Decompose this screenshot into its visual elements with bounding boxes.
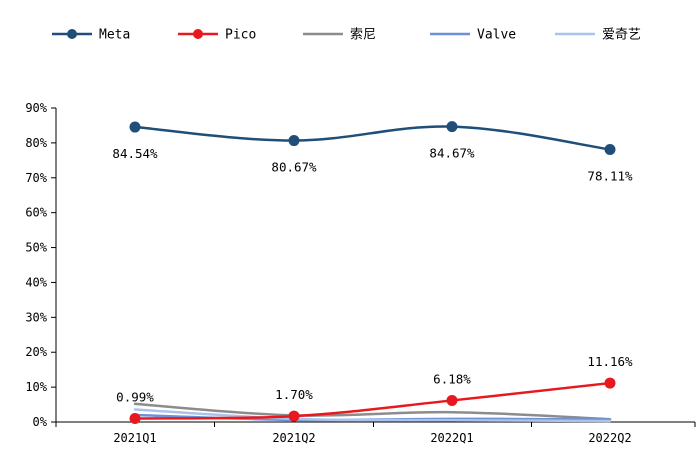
- legend-swatch-marker: [67, 29, 77, 39]
- series-0-point: [129, 121, 141, 133]
- legend-label: 索尼: [350, 28, 376, 43]
- series-0-point: [604, 143, 616, 155]
- series-0-point: [288, 135, 300, 147]
- legend-label: 爱奇艺: [602, 27, 641, 43]
- series-1-point: [446, 394, 458, 406]
- y-tick-label: 20%: [25, 345, 47, 359]
- y-tick-label: 90%: [25, 101, 47, 115]
- meta-data-label: 80.67%: [271, 160, 317, 175]
- x-tick-label: 2022Q2: [588, 431, 631, 445]
- series-1-line: [133, 381, 612, 420]
- legend: Meta Pico 索尼 Valve 爱奇艺: [52, 27, 641, 43]
- x-tick-label: 2021Q1: [113, 431, 156, 445]
- series-layer: [129, 121, 616, 425]
- y-tick-label: 10%: [25, 380, 47, 394]
- pico-data-label: 6.18%: [433, 371, 471, 386]
- legend-label: Meta: [99, 28, 130, 43]
- meta-data-label: 78.11%: [587, 168, 633, 183]
- x-tick-label: 2022Q1: [430, 431, 473, 445]
- pico-data-label: 1.70%: [275, 387, 313, 402]
- legend-swatch-marker: [193, 29, 203, 39]
- y-tick-label: 30%: [25, 310, 47, 324]
- legend-label: Valve: [477, 28, 516, 43]
- series-1-point: [129, 413, 141, 425]
- y-tick-label: 40%: [25, 275, 47, 289]
- y-tick-label: 70%: [25, 171, 47, 185]
- y-tick-label: 60%: [25, 206, 47, 220]
- series-1-point: [288, 410, 300, 422]
- series-0-line: [133, 125, 612, 151]
- y-tick-label: 50%: [25, 241, 47, 255]
- pico-data-label: 0.99%: [116, 390, 154, 405]
- x-tick-label: 2021Q2: [272, 431, 315, 445]
- meta-data-label: 84.54%: [112, 146, 158, 161]
- pico-data-label: 11.16%: [587, 354, 633, 369]
- series-0-point: [446, 121, 458, 133]
- axes: 0% 10% 20% 30% 40% 50% 60% 70% 80% 90% 2021Q1 2021Q…: [25, 101, 696, 445]
- series-1-point: [604, 377, 616, 389]
- y-tick-label: 0%: [33, 415, 48, 429]
- meta-data-label: 84.67%: [429, 146, 475, 161]
- y-tick-label: 80%: [25, 136, 47, 150]
- data-labels: 84.54% 80.67% 84.67% 78.11% 0.99% 1.70% 6.18% 1…: [112, 146, 633, 405]
- legend-label: Pico: [225, 28, 256, 43]
- series-4-line: [133, 408, 612, 423]
- series-2-line: [133, 402, 612, 421]
